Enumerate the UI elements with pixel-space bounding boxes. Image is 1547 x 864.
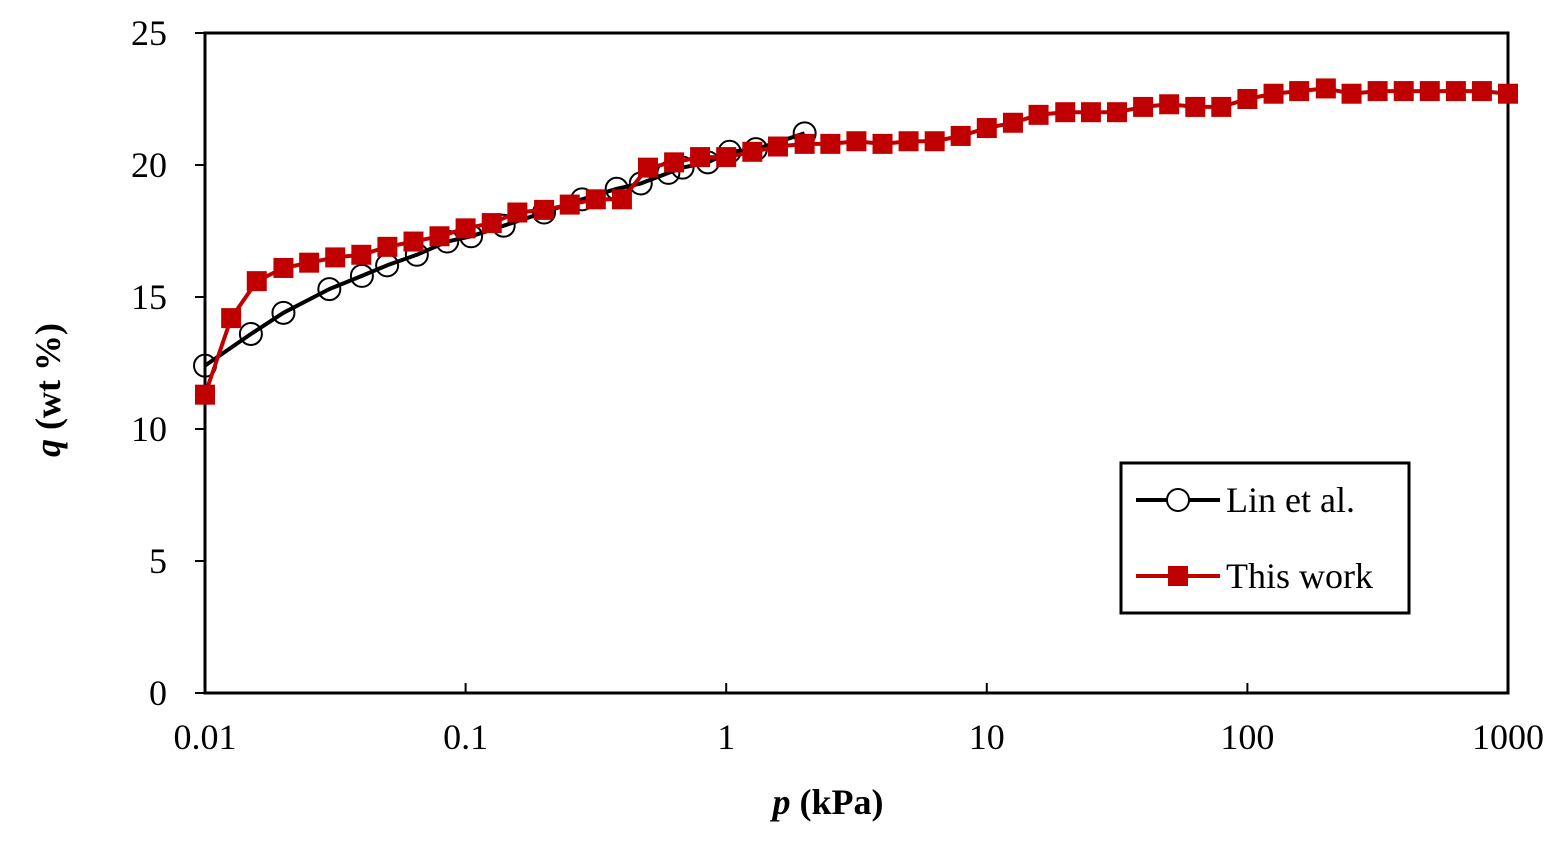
data-point-square: [1315, 78, 1336, 99]
legend: Lin et al. This work: [1119, 461, 1411, 615]
data-point-square: [1445, 81, 1466, 102]
x-axis-label: p (kPa): [770, 782, 884, 822]
data-point-square: [1471, 81, 1492, 102]
legend-box: [1119, 461, 1411, 615]
data-point-circle: [349, 263, 374, 288]
legend-label-lin: Lin et al.: [1226, 480, 1355, 520]
data-point-square: [1028, 104, 1049, 125]
data-point-square: [664, 152, 685, 173]
x-tick-label: 10: [969, 717, 1005, 757]
plot-frame: [203, 31, 1510, 695]
data-point-square: [429, 226, 450, 247]
data-point-square: [690, 147, 711, 168]
data-point-square: [403, 231, 424, 252]
y-tick-label: 20: [131, 145, 167, 185]
data-point-square: [1133, 96, 1154, 117]
data-point-square: [1341, 83, 1362, 104]
data-point-square: [455, 218, 476, 239]
data-point-square: [1237, 89, 1258, 109]
data-point-square: [1211, 96, 1232, 117]
data-point-circle: [238, 321, 263, 346]
data-point-square: [325, 247, 346, 268]
data-point-square: [611, 189, 632, 210]
data-point-circle: [271, 300, 296, 325]
data-point-square: [246, 271, 267, 292]
legend-entry-lin: Lin et al.: [1136, 480, 1355, 520]
data-point-square: [534, 199, 555, 220]
data-point-square: [585, 189, 606, 210]
data-point-square: [1419, 81, 1440, 102]
data-point-square: [1185, 96, 1206, 117]
x-tick-label: 1000: [1472, 717, 1544, 757]
data-point-square: [872, 133, 893, 154]
data-point-square: [924, 131, 945, 152]
data-point-square: [1055, 102, 1076, 123]
series-this-work: [195, 78, 1518, 405]
data-point-square: [767, 136, 788, 157]
data-point-square: [794, 133, 815, 154]
y-axis-label: q (wt %): [28, 323, 68, 457]
data-point-square: [1080, 102, 1101, 123]
data-point-square: [950, 125, 971, 146]
data-point-square: [377, 236, 398, 257]
data-point-square: [1393, 81, 1414, 102]
legend-entry-this-work: This work: [1136, 556, 1373, 596]
data-point-square: [846, 131, 867, 152]
y-tick-label: 15: [131, 277, 167, 317]
data-point-square: [1159, 94, 1180, 115]
data-point-square: [1289, 81, 1310, 102]
y-tick-label: 5: [149, 541, 167, 581]
data-point-square: [1107, 102, 1128, 123]
data-point-square: [221, 308, 242, 329]
data-point-square: [299, 252, 320, 273]
data-point-square: [195, 384, 215, 405]
y-tick-label: 25: [131, 13, 167, 53]
data-point-square: [1263, 83, 1284, 104]
x-axis-ticks: 0.01 0.1 1 10 100 1000: [174, 683, 1544, 757]
data-point-square: [637, 157, 658, 178]
x-tick-label: 0.1: [443, 717, 488, 757]
x-tick-label: 100: [1220, 717, 1274, 757]
data-point-square: [1498, 83, 1518, 104]
data-point-square: [976, 118, 997, 139]
x-tick-label: 0.01: [174, 717, 237, 757]
legend-marker-circle-icon: [1166, 488, 1190, 512]
data-point-square: [742, 141, 763, 162]
data-point-square: [351, 244, 372, 265]
data-point-square: [481, 213, 502, 234]
series-layer: [193, 78, 1518, 405]
data-point-square: [507, 202, 528, 223]
legend-marker-square-icon: [1168, 566, 1188, 586]
data-point-square: [898, 131, 919, 152]
y-tick-label: 10: [131, 409, 167, 449]
data-point-square: [559, 194, 580, 215]
series-line: [203, 131, 806, 368]
data-point-square: [1002, 112, 1023, 133]
data-point-square: [820, 133, 841, 154]
data-point-circle: [317, 277, 342, 302]
y-tick-label: 0: [149, 673, 167, 713]
data-point-square: [716, 147, 737, 168]
legend-label-this-work: This work: [1226, 556, 1373, 596]
y-axis-ticks: 0 5 10 15 20 25: [131, 13, 205, 713]
data-point-square: [1367, 81, 1388, 102]
data-point-square: [273, 257, 294, 278]
x-tick-label: 1: [717, 717, 735, 757]
